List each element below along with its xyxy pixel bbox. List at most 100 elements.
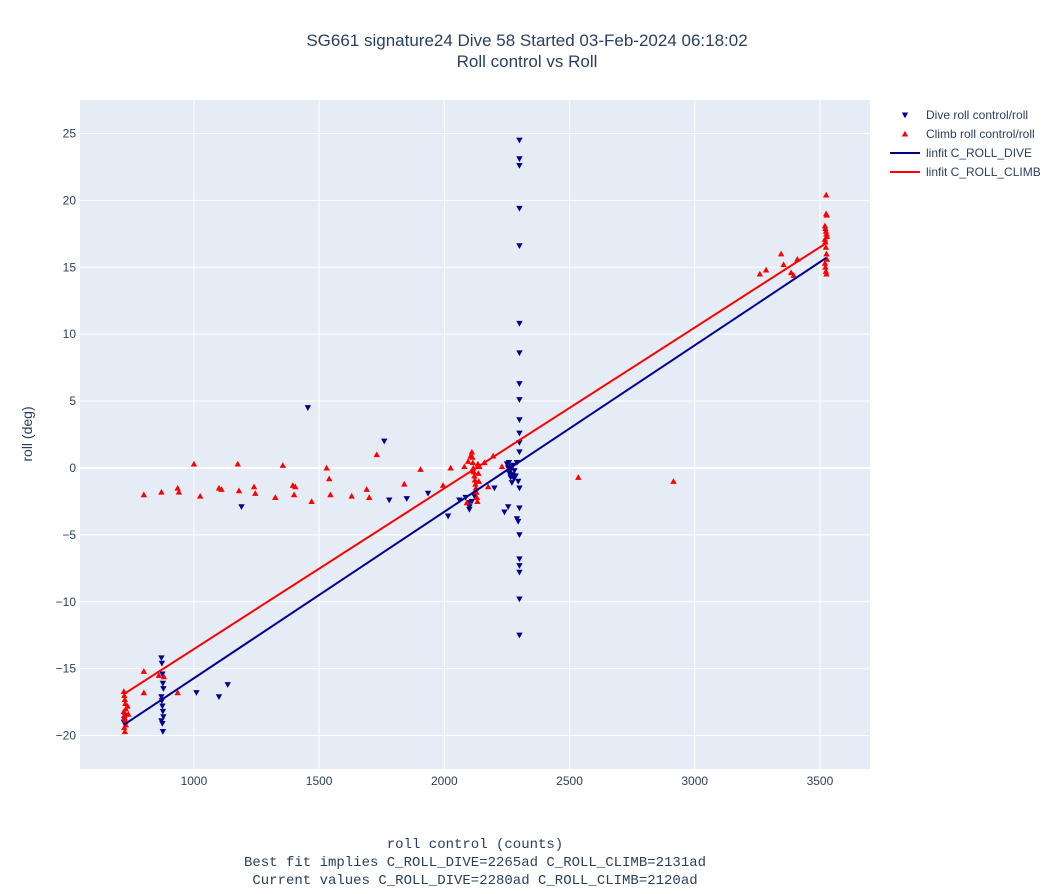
climb-point xyxy=(469,459,477,466)
climb-point xyxy=(469,454,476,460)
dive-point xyxy=(516,505,523,512)
climb-point xyxy=(821,222,829,229)
legend-label: linfit C_ROLL_DIVE xyxy=(926,146,1032,160)
dive-point xyxy=(444,513,452,520)
legend-label: Dive roll control/roll xyxy=(926,108,1028,122)
dive-point xyxy=(516,632,523,639)
dive-point xyxy=(516,137,523,144)
dive-point xyxy=(516,556,523,563)
climb-point xyxy=(290,491,298,498)
climb-point xyxy=(272,494,279,500)
dive-point xyxy=(215,694,223,700)
legend-item[interactable]: Dive roll control/roll xyxy=(901,108,1028,122)
dive-point xyxy=(511,468,518,474)
legend-item[interactable]: linfit C_ROLL_DIVE xyxy=(890,146,1032,160)
climb-point xyxy=(470,468,478,475)
climb-point xyxy=(474,498,481,504)
dive-point xyxy=(508,480,516,486)
climb-point xyxy=(756,270,764,277)
dive-point xyxy=(516,569,523,576)
y-tick-label: −15 xyxy=(56,662,77,676)
climb-point xyxy=(780,261,787,268)
triangle-down-icon xyxy=(901,112,909,119)
climb-point xyxy=(822,243,830,250)
climb-point xyxy=(250,483,258,490)
climb-point xyxy=(235,487,243,494)
climb-point xyxy=(218,486,225,492)
y-tick-label: 15 xyxy=(63,260,77,274)
climb-point xyxy=(461,463,468,470)
climb-point xyxy=(823,270,830,277)
dive-point xyxy=(424,490,432,497)
triangle-up-icon xyxy=(901,130,909,137)
dive-point xyxy=(514,518,522,525)
dive-point xyxy=(381,438,388,445)
climb-point xyxy=(823,230,830,237)
dive-point xyxy=(516,449,523,456)
climb-point xyxy=(822,238,829,245)
dive-point xyxy=(504,504,512,510)
climb-point xyxy=(417,466,424,472)
climb-point xyxy=(140,668,148,674)
climb-point xyxy=(252,490,259,496)
y-tick-label: 5 xyxy=(69,394,76,408)
dive-point xyxy=(159,703,166,710)
dive-point xyxy=(516,205,523,212)
climb-point xyxy=(471,472,478,479)
climb-point xyxy=(464,458,472,464)
dive-point xyxy=(516,381,523,387)
climb-point xyxy=(823,211,830,218)
climb-point xyxy=(447,464,454,471)
dive-point xyxy=(516,163,523,169)
dive-point xyxy=(516,243,523,250)
dive-point xyxy=(158,694,165,700)
current-values-note: Current values C_ROLL_DIVE=2280ad C_ROLL… xyxy=(252,873,698,889)
dive-point xyxy=(466,506,473,513)
climb-point xyxy=(670,478,677,484)
climb-point xyxy=(308,498,315,504)
y-axis-label: roll (deg) xyxy=(19,406,35,461)
dive-point xyxy=(224,682,231,688)
dive-point xyxy=(516,350,523,357)
climb-point xyxy=(575,474,582,480)
climb-point xyxy=(472,480,479,487)
climb-point xyxy=(401,480,408,487)
dive-point xyxy=(160,714,167,721)
dive-point xyxy=(158,655,165,662)
dive-point xyxy=(501,509,508,516)
dive-point xyxy=(238,504,245,510)
dive-point xyxy=(516,596,523,603)
x-tick-label: 3500 xyxy=(807,774,834,788)
climb-point xyxy=(822,225,829,232)
climb-point xyxy=(822,264,829,270)
dive-point xyxy=(509,472,516,478)
climb-point xyxy=(821,260,829,266)
legend[interactable]: Dive roll control/roll Climb roll control… xyxy=(890,108,1041,179)
dive-point xyxy=(159,728,167,735)
best-fit-note: Best fit implies C_ROLL_DIVE=2265ad C_RO… xyxy=(243,855,707,871)
climb-point xyxy=(234,460,241,467)
dive-point xyxy=(159,708,167,715)
climb-point xyxy=(196,492,204,499)
dive-point xyxy=(516,397,523,403)
dive-point xyxy=(516,485,523,492)
dive-point xyxy=(159,680,167,687)
climb-point xyxy=(475,470,482,476)
climb-point xyxy=(190,460,198,467)
legend-item[interactable]: Climb roll control/roll xyxy=(901,127,1035,141)
series-linfit-c-roll-climb xyxy=(123,242,827,695)
climb-point xyxy=(823,250,830,257)
x-tick-label: 1000 xyxy=(181,774,208,788)
dive-point xyxy=(193,690,200,696)
y-tick-label: 0 xyxy=(69,461,76,475)
dive-point xyxy=(514,478,522,485)
climb-point xyxy=(120,708,128,715)
climb-point xyxy=(125,710,132,717)
y-tick-label: −10 xyxy=(56,595,77,609)
climb-point xyxy=(140,689,148,696)
legend-item[interactable]: linfit C_ROLL_CLIMB xyxy=(890,165,1041,179)
dive-point xyxy=(516,563,523,569)
x-tick-label: 2000 xyxy=(431,774,458,788)
series-layer xyxy=(120,137,831,735)
